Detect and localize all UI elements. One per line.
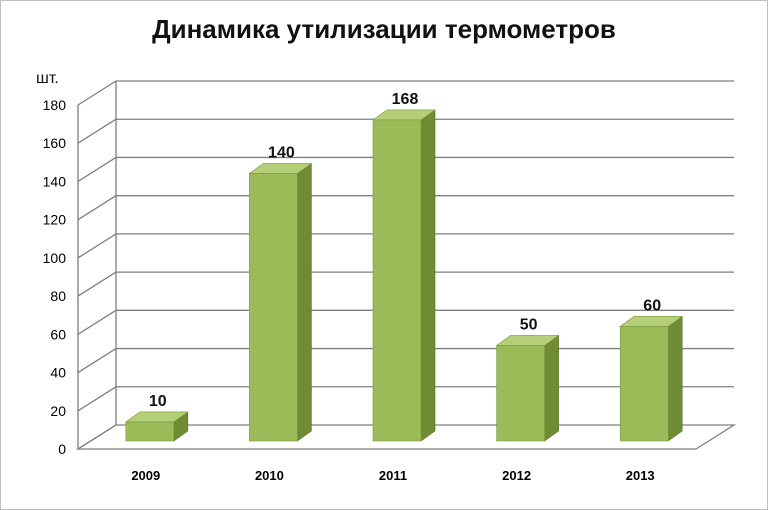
bar <box>496 345 545 442</box>
bars <box>124 109 684 442</box>
y-tick-label: 120 <box>43 212 67 228</box>
side-gridline <box>77 118 117 144</box>
x-tick-label: 2012 <box>502 468 531 483</box>
data-label: 140 <box>268 144 295 161</box>
data-label: 168 <box>392 91 419 108</box>
bar-side <box>297 162 312 442</box>
y-axis-unit-label: шт. <box>36 70 59 87</box>
floor <box>75 424 737 450</box>
x-ticks: 2009 2010 2011 2012 2013 <box>131 468 654 483</box>
y-tick-label: 20 <box>50 403 66 419</box>
bar <box>619 326 669 442</box>
data-label: 10 <box>149 393 167 410</box>
y-tick-label: 0 <box>58 441 66 457</box>
chart-title: Динамика утилизации термометров <box>152 14 616 44</box>
y-ticks: 0 20 40 60 80 100 120 140 160 180 <box>43 97 67 457</box>
bar <box>372 119 422 442</box>
x-tick-label: 2010 <box>255 468 284 483</box>
y-tick-label: 100 <box>43 250 67 266</box>
y-tick-label: 80 <box>50 288 66 304</box>
y-tick-label: 160 <box>43 135 67 151</box>
side-gridline <box>77 271 117 297</box>
data-label: 50 <box>520 316 538 333</box>
x-tick-label: 2011 <box>379 468 407 483</box>
y-tick-label: 60 <box>50 326 66 342</box>
side-gridline <box>77 156 117 182</box>
y-tick-label: 180 <box>43 97 67 113</box>
bar-side <box>420 109 436 442</box>
side-gridline <box>77 80 117 106</box>
bar <box>249 173 298 442</box>
x-tick-label: 2009 <box>131 468 160 483</box>
side-gridline <box>77 195 117 221</box>
bar-side <box>667 315 683 442</box>
bar-side <box>544 334 559 442</box>
side-gridline <box>77 348 117 374</box>
side-gridline <box>77 233 117 259</box>
bar <box>125 421 175 442</box>
y-tick-label: 40 <box>50 365 66 381</box>
side-gridline <box>77 309 117 335</box>
x-tick-label: 2013 <box>626 468 655 483</box>
data-labels: 10 140 168 50 60 <box>149 91 661 410</box>
data-label: 60 <box>643 297 661 314</box>
side-gridline <box>77 386 117 412</box>
y-tick-label: 140 <box>43 173 67 189</box>
